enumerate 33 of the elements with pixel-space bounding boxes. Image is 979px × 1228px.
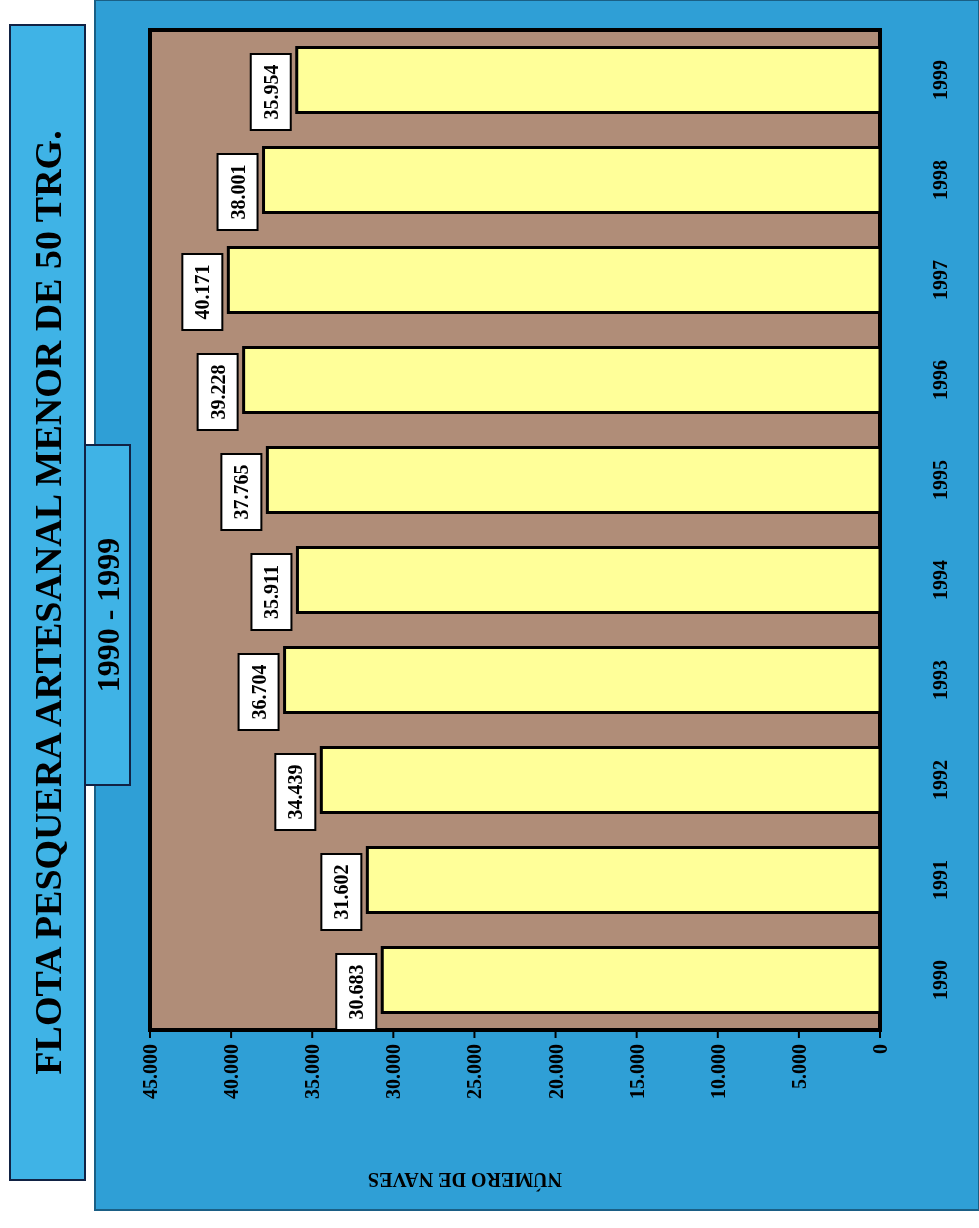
data-label: 35.911 — [260, 565, 283, 619]
data-label: 36.704 — [247, 664, 270, 720]
x-tick-label: 0 — [869, 1044, 891, 1054]
data-label: 39.228 — [206, 364, 229, 420]
data-label: 34.439 — [284, 764, 307, 820]
x-tick-label: 10.000 — [706, 1044, 729, 1099]
data-label: 38.001 — [226, 164, 249, 220]
y-tick-label: 1994 — [929, 560, 951, 600]
x-tick-label: 25.000 — [463, 1044, 486, 1099]
y-tick-label: 1990 — [929, 960, 951, 1000]
y-tick-label: 1992 — [929, 760, 951, 800]
data-label: 30.683 — [345, 964, 368, 1020]
data-label: 31.602 — [330, 864, 353, 920]
y-tick-label: 1996 — [929, 360, 951, 400]
y-tick-label: 1991 — [929, 860, 951, 900]
x-tick-label: 5.000 — [787, 1044, 810, 1089]
data-label: 35.954 — [259, 64, 282, 120]
x-tick-label: 45.000 — [139, 1044, 161, 1099]
text: 1990 - 1999 — [90, 537, 127, 693]
x-tick-label: 40.000 — [220, 1044, 243, 1099]
y-tick-label: 1999 — [929, 60, 951, 100]
x-tick-label: 20.000 — [544, 1044, 567, 1099]
x-tick-label: 35.000 — [301, 1044, 324, 1099]
y-tick-label: 1995 — [929, 460, 951, 500]
y-tick-label: 1998 — [929, 160, 951, 200]
y-tick-label: 1997 — [929, 260, 951, 300]
x-tick-label: 30.000 — [382, 1044, 405, 1099]
x-axis-title: NÚMERO DE NAVES — [367, 1169, 563, 1192]
x-tick-label: 15.000 — [625, 1044, 648, 1099]
data-label: 37.765 — [230, 464, 253, 520]
text: FLOTA PESQUERA ARTESANAL MENOR DE 50 TRG. — [27, 130, 70, 1075]
data-label: 40.171 — [191, 264, 214, 320]
y-tick-label: 1993 — [929, 660, 951, 700]
